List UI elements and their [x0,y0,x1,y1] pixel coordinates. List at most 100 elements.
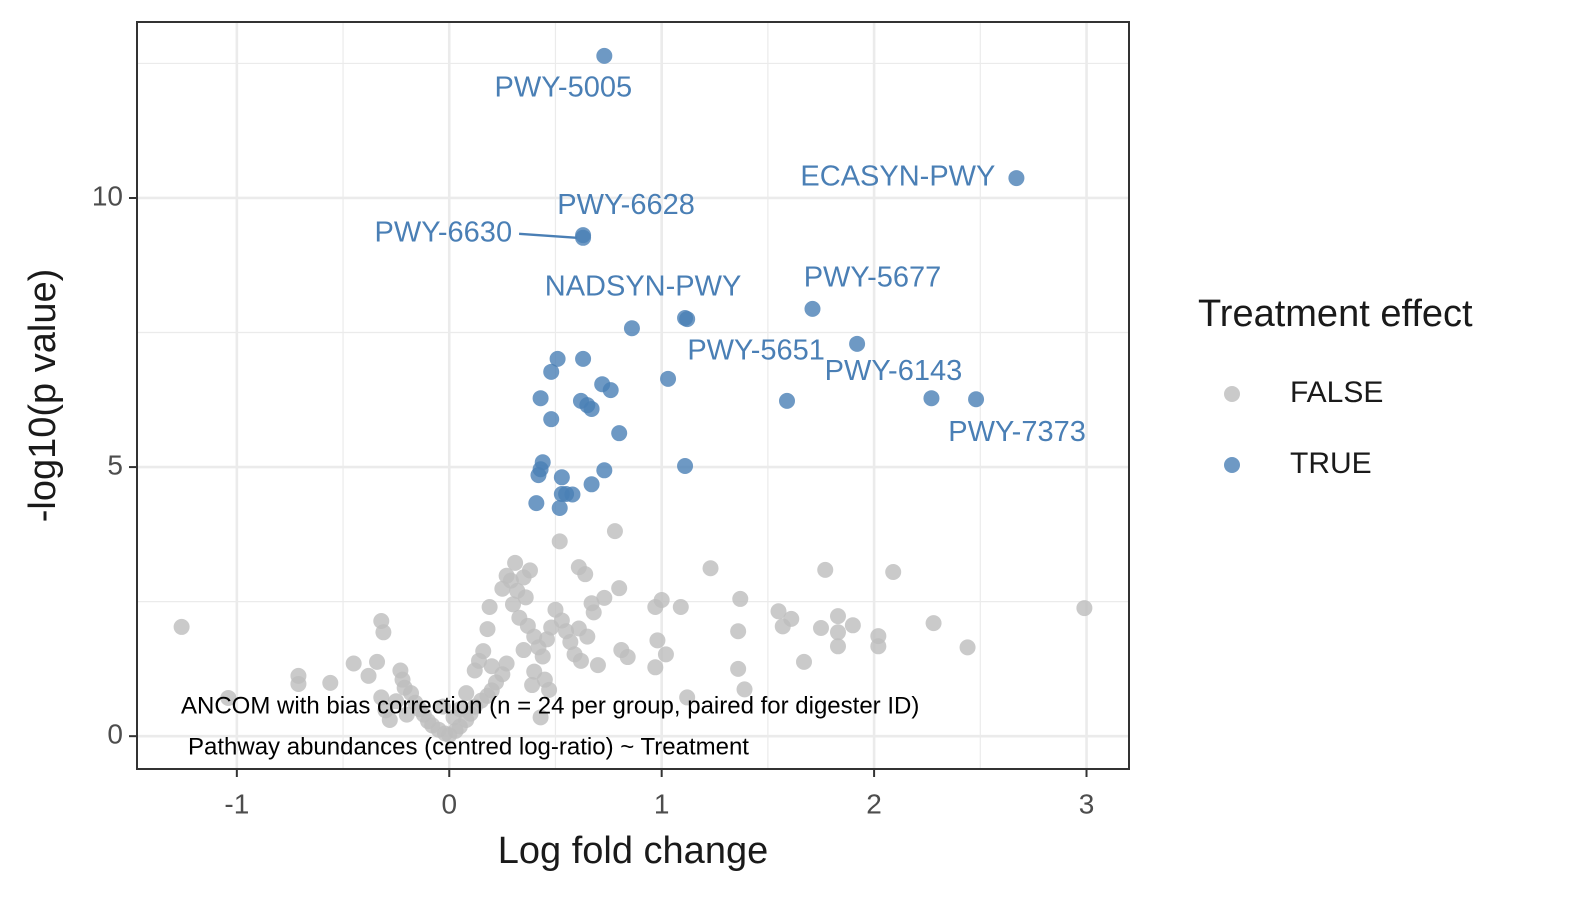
x-tick-label: 2 [866,788,882,819]
point [623,320,640,337]
point [381,712,398,729]
legend-marker [1224,457,1240,473]
point [507,554,524,571]
point [515,642,532,659]
point [619,649,636,666]
point-label: PWY-5005 [495,72,633,104]
label-leader [518,232,578,240]
point [551,533,568,550]
point [375,624,392,641]
point [173,618,190,635]
point [679,689,696,706]
point [517,589,534,606]
panel-border [136,21,1130,770]
point [553,469,570,486]
point [596,589,613,606]
point [702,560,719,577]
point [660,370,677,387]
point [398,706,415,723]
x-tick-label: 3 [1079,788,1095,819]
point [551,499,568,516]
legend-title: Treatment effect [1198,293,1473,335]
point [322,674,339,691]
point [657,646,674,663]
point [849,335,866,352]
point [736,681,753,698]
point [606,523,623,540]
point [373,689,390,706]
y-tick-label: 0 [107,719,123,750]
point [679,311,696,328]
x-axis-title: Log fold change [498,830,768,872]
point [732,590,749,607]
point [498,655,515,672]
point-label: PWY-6143 [825,355,963,387]
point [649,632,666,649]
point-label: NADSYN-PWY [545,271,742,303]
y-axis-title: -log10(p value) [22,269,64,522]
point [534,648,551,665]
point [730,660,747,677]
point [602,382,619,399]
point [804,300,821,317]
point [543,363,560,380]
y-tick-label: 5 [107,449,123,480]
point [434,698,451,715]
point [577,566,594,583]
point [388,693,405,710]
point [530,467,547,484]
point [923,390,940,407]
point [844,617,861,634]
x-tick-label: -1 [224,788,249,819]
point-label: PWY-6628 [557,189,695,221]
point [466,662,483,679]
point [543,411,560,428]
point [653,592,670,609]
point [564,486,581,503]
point [524,677,541,694]
point [504,596,521,613]
point-label: PWY-5651 [687,334,825,366]
point [589,657,606,674]
point [481,599,498,616]
annotation: ANCOM with bias correction (n = 24 per g… [181,692,919,719]
point [829,624,846,641]
point [730,623,747,640]
point [360,667,377,684]
point [369,653,386,670]
annotation: Pathway abundances (centred log-ratio) ~… [188,733,749,760]
point [817,561,834,578]
point [829,608,846,625]
point [290,675,307,692]
point [532,709,549,726]
point [611,425,628,442]
point [1008,170,1025,187]
point [829,638,846,655]
point [562,633,579,650]
point [575,229,592,246]
point [583,476,600,493]
point [445,709,462,726]
point [925,615,942,632]
legend-label: FALSE [1290,376,1383,409]
point-label: ECASYN-PWY [800,161,995,193]
point [959,639,976,656]
point [583,400,600,417]
point [812,619,829,636]
point [549,350,566,367]
y-tick-label: 10 [92,180,123,211]
point-label: PWY-5677 [804,262,942,294]
point [483,658,500,675]
point [774,618,791,635]
point [572,652,589,669]
point [479,621,496,638]
point [779,392,796,409]
point [475,643,492,660]
point [345,655,362,672]
point [536,671,553,688]
point [870,638,887,655]
point [596,462,613,479]
point [672,599,689,616]
